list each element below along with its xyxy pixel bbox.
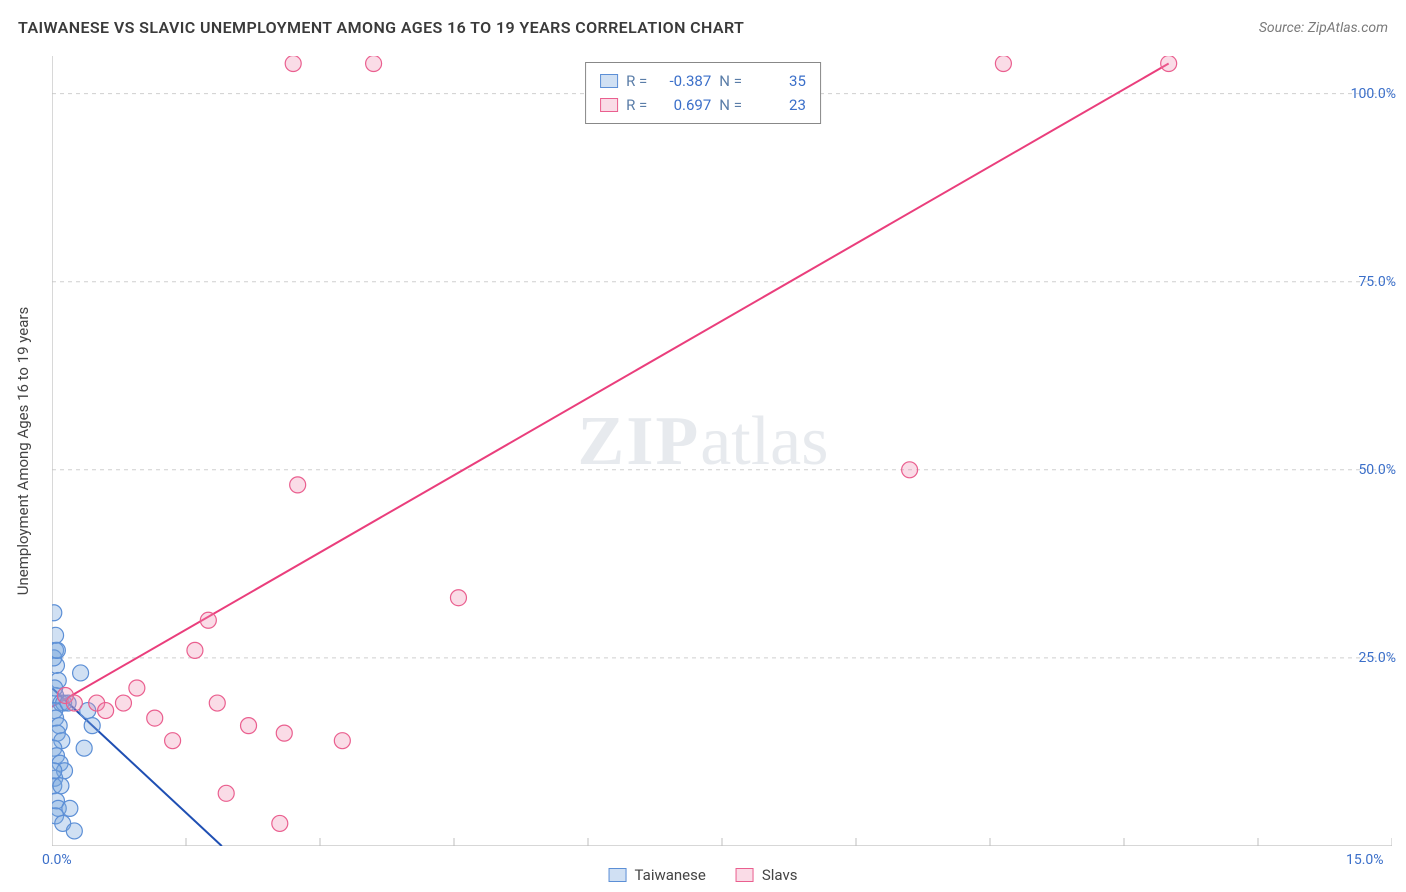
x-axis-end-label: 15.0% xyxy=(1346,852,1384,868)
legend-swatch xyxy=(600,74,618,88)
correlation-legend-row: R = -0.387 N = 35 xyxy=(600,69,806,93)
y-tick-label: 100.0% xyxy=(1351,86,1396,102)
y-axis-label-container: Unemployment Among Ages 16 to 19 years xyxy=(8,56,38,846)
n-label: N = xyxy=(719,69,742,93)
legend-swatch xyxy=(609,868,627,882)
y-axis-label: Unemployment Among Ages 16 to 19 years xyxy=(14,307,32,595)
r-value: 0.697 xyxy=(655,93,711,117)
correlation-legend-row: R = 0.697 N = 23 xyxy=(600,93,806,117)
n-value: 35 xyxy=(750,69,806,93)
r-label: R = xyxy=(626,69,647,93)
legend-swatch xyxy=(600,98,618,112)
r-label: R = xyxy=(626,93,647,117)
n-label: N = xyxy=(719,93,742,117)
correlation-legend: R = -0.387 N = 35 R = 0.697 N = 23 xyxy=(585,62,821,124)
series-legend-item: Taiwanese xyxy=(609,866,706,884)
y-tick-label: 25.0% xyxy=(1358,650,1396,666)
r-value: -0.387 xyxy=(655,69,711,93)
plot-area xyxy=(52,56,1392,846)
scatter-plot-svg xyxy=(52,56,1392,846)
source-attribution: Source: ZipAtlas.com xyxy=(1259,20,1388,36)
header-row: TAIWANESE VS SLAVIC UNEMPLOYMENT AMONG A… xyxy=(18,18,1388,37)
chart-title: TAIWANESE VS SLAVIC UNEMPLOYMENT AMONG A… xyxy=(18,18,744,37)
series-legend: Taiwanese Slavs xyxy=(609,866,798,884)
y-tick-label: 75.0% xyxy=(1358,274,1396,290)
y-tick-label: 50.0% xyxy=(1358,462,1396,478)
x-axis-origin-label: 0.0% xyxy=(42,852,72,868)
series-legend-label: Slavs xyxy=(762,866,798,884)
n-value: 23 xyxy=(750,93,806,117)
series-legend-label: Taiwanese xyxy=(635,866,706,884)
legend-swatch xyxy=(736,868,754,882)
series-legend-item: Slavs xyxy=(736,866,798,884)
